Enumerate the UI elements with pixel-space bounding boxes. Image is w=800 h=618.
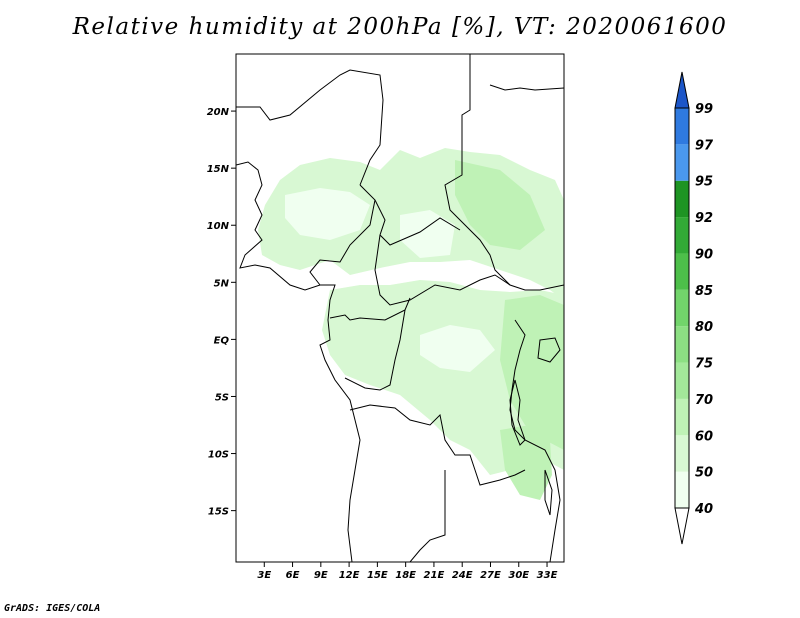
border-line-11 bbox=[489, 84, 564, 91]
humidity-region-north-light bbox=[285, 188, 370, 240]
lon-tick-label: 24E bbox=[452, 570, 473, 581]
border-line-10 bbox=[509, 319, 561, 562]
lon-tick-label: 9E bbox=[314, 570, 328, 581]
border-line-1 bbox=[236, 69, 384, 186]
lake-tanganyika bbox=[509, 379, 526, 446]
lat-tick-label: EQ bbox=[214, 335, 230, 346]
colorbar-segment bbox=[675, 253, 689, 290]
colorbar-segment bbox=[675, 326, 689, 363]
colorbar-level-label: 60 bbox=[695, 429, 713, 444]
colorbar-upper-extension bbox=[674, 71, 690, 109]
colorbar-segment bbox=[675, 108, 689, 145]
lon-tick-label: 6E bbox=[286, 570, 300, 581]
colorbar-level-label: 85 bbox=[695, 284, 713, 299]
colorbar-segment bbox=[675, 398, 689, 436]
map-frame bbox=[235, 53, 565, 563]
colorbar-outline bbox=[674, 107, 690, 509]
lat-tick-label: 15N bbox=[207, 164, 230, 175]
colorbar-lower-extension bbox=[674, 507, 690, 545]
colorbar-segment bbox=[675, 471, 689, 508]
colorbar-level-label: 70 bbox=[695, 393, 713, 408]
lake-malawi bbox=[544, 469, 553, 516]
lat-tick-label: 20N bbox=[207, 107, 230, 118]
border-line-3 bbox=[309, 184, 376, 286]
colorbar-level-label: 75 bbox=[695, 357, 713, 372]
lake-victoria bbox=[537, 337, 561, 363]
border-line-5 bbox=[374, 234, 564, 306]
border-line-2 bbox=[444, 54, 511, 286]
colorbar-level-label: 80 bbox=[695, 320, 713, 335]
lat-tick-label: 5N bbox=[214, 278, 230, 289]
colorbar: 40 50 60 70 75 80 85 90 92 95 97 99 bbox=[674, 71, 714, 545]
lon-tick-label: 21E bbox=[424, 570, 445, 581]
lat-ticks: 20N 15N 10N 5N EQ 5S 10S 15S bbox=[207, 107, 236, 518]
border-line-4 bbox=[374, 199, 461, 246]
colorbar-segment bbox=[675, 180, 689, 218]
grads-credit: GrADS: IGES/COLA bbox=[4, 603, 101, 614]
colorbar-segment bbox=[675, 362, 689, 399]
lon-ticks: 3E 6E 9E 12E 15E 18E 21E 24E 27E 30E 33E bbox=[257, 562, 558, 581]
humidity-region-north-mid bbox=[455, 160, 545, 250]
border-line-7 bbox=[344, 309, 406, 391]
country-borders bbox=[236, 54, 564, 562]
lon-tick-label: 30E bbox=[508, 570, 529, 581]
colorbar-level-label: 40 bbox=[694, 502, 713, 517]
lat-tick-label: 10N bbox=[207, 221, 230, 232]
colorbar-level-label: 90 bbox=[695, 247, 713, 262]
lat-tick-label: 15S bbox=[208, 507, 229, 518]
colorbar-segment bbox=[675, 144, 689, 181]
lat-tick-label: 5S bbox=[215, 392, 229, 403]
lon-tick-label: 27E bbox=[480, 570, 501, 581]
colorbar-segment bbox=[675, 217, 689, 254]
colorbar-level-label: 95 bbox=[695, 175, 713, 190]
colorbar-level-label: 92 bbox=[695, 211, 713, 226]
map-title: Relative humidity at 200hPa [%], VT: 202… bbox=[72, 14, 728, 40]
colorbar-segment bbox=[675, 435, 689, 472]
colorbar-level-label: 50 bbox=[695, 466, 713, 481]
humidity-shading bbox=[258, 148, 564, 500]
colorbar-segment bbox=[675, 289, 689, 327]
humidity-region-south bbox=[500, 425, 552, 500]
border-line-9 bbox=[409, 470, 446, 562]
colorbar-level-label: 97 bbox=[695, 138, 714, 153]
humidity-region-central-light bbox=[420, 325, 495, 372]
lon-tick-label: 3E bbox=[257, 570, 271, 581]
humidity-region-east bbox=[500, 295, 564, 450]
lat-tick-label: 10S bbox=[208, 450, 229, 461]
border-line-8 bbox=[349, 404, 526, 486]
colorbar-level-label: 99 bbox=[695, 102, 713, 117]
lon-tick-label: 12E bbox=[339, 570, 360, 581]
lon-tick-label: 18E bbox=[395, 570, 416, 581]
humidity-region-north-light-2 bbox=[400, 210, 455, 258]
lon-tick-label: 15E bbox=[367, 570, 388, 581]
lon-tick-label: 33E bbox=[537, 570, 558, 581]
